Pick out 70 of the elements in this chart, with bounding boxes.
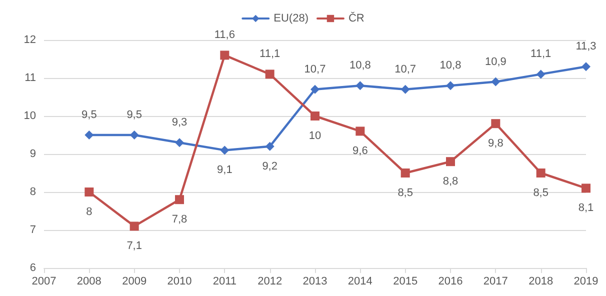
y-tick-label: 12 [24, 34, 36, 46]
point [265, 142, 274, 151]
point [130, 130, 139, 140]
x-tick-label: 2014 [348, 276, 372, 288]
x-tick-label: 2017 [483, 276, 508, 288]
data-label: 8,5 [398, 187, 413, 199]
x-tick-label: 2012 [258, 276, 282, 288]
point [536, 70, 546, 79]
data-label: 9,5 [82, 109, 97, 121]
x-tick-label: 2019 [574, 276, 598, 288]
x-tick-label: 2009 [122, 276, 147, 288]
legend-label: ČR [348, 12, 364, 24]
y-tick-label: 11 [24, 72, 36, 84]
data-label: 10 [308, 130, 322, 142]
point [310, 84, 320, 94]
data-label: 11,3 [576, 40, 596, 53]
point [400, 84, 410, 94]
point [491, 77, 500, 86]
point [582, 62, 590, 72]
data-label: 9,2 [262, 160, 278, 172]
x-tick-label: 2011 [212, 276, 236, 288]
y-tick-label: 6 [30, 262, 36, 274]
data-label: 7,1 [126, 240, 142, 252]
data-label: 9,1 [217, 164, 232, 176]
data-label: 9,3 [172, 116, 188, 129]
y-tick-label: 7 [30, 224, 36, 236]
data-label: 8 [86, 206, 92, 218]
point [175, 195, 184, 204]
x-tick-label: 2018 [528, 276, 554, 288]
data-label: 11,6 [214, 29, 235, 42]
data-label: 10,8 [349, 60, 371, 72]
y-tick-label: 8 [30, 186, 36, 198]
data-label: 10,7 [394, 63, 416, 76]
point [175, 138, 184, 148]
legend-label: EU(28) [274, 12, 308, 24]
data-label: 10,7 [304, 63, 326, 76]
data-label: 10,8 [440, 60, 462, 72]
point [220, 146, 230, 155]
y-tick-label: 10 [24, 110, 36, 122]
y-tick-label: 9 [30, 148, 36, 160]
x-tick-label: 2008 [76, 276, 102, 288]
x-tick-label: 2013 [302, 276, 328, 288]
data-label: 10,9 [484, 56, 506, 68]
point [446, 157, 455, 166]
point [130, 222, 139, 231]
point [400, 168, 410, 178]
x-tick-label: 2016 [438, 276, 463, 288]
point [491, 119, 500, 128]
data-label: 9,8 [488, 138, 504, 150]
x-tick-label: 2010 [167, 276, 192, 288]
point [356, 81, 365, 90]
data-label: 7,8 [172, 214, 188, 226]
data-label: 9,6 [352, 145, 368, 158]
data-label: 9,5 [126, 109, 142, 121]
point [356, 126, 365, 136]
point [265, 70, 274, 79]
point [84, 188, 94, 196]
data-label: 8,1 [578, 202, 594, 214]
point [310, 112, 320, 120]
point [582, 184, 590, 193]
data-label: 11,1 [260, 48, 280, 60]
x-tick-label: 2007 [32, 276, 56, 288]
data-label: 8,5 [533, 187, 548, 199]
point [446, 81, 455, 90]
point [84, 130, 94, 140]
data-label: 11,1 [530, 48, 552, 60]
x-tick-label: 2015 [393, 276, 418, 288]
data-label: 8,8 [442, 176, 458, 188]
point [220, 50, 230, 60]
point [536, 168, 546, 178]
